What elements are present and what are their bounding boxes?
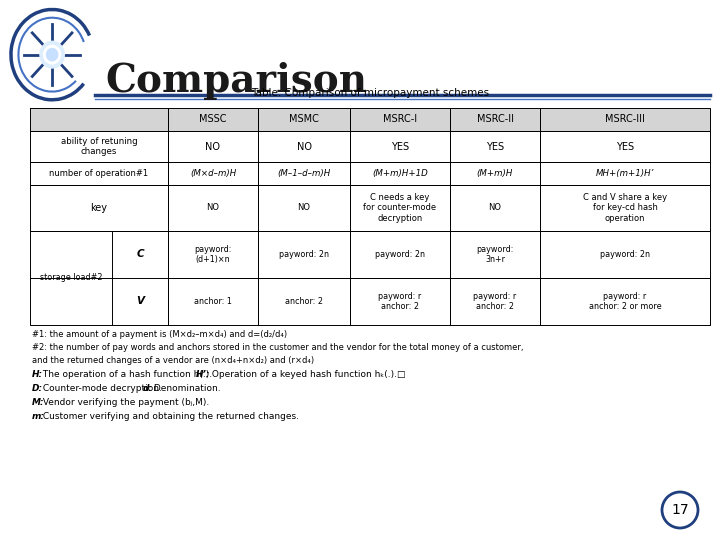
Circle shape xyxy=(40,41,64,68)
Text: MSSC: MSSC xyxy=(199,114,227,124)
Text: payword:
(d+1)×n: payword: (d+1)×n xyxy=(194,245,232,264)
Text: #1: the amount of a payment is (M×d₂–m×d₄) and d=(d₂/d₄): #1: the amount of a payment is (M×d₂–m×d… xyxy=(32,330,287,339)
Text: MSRC-III: MSRC-III xyxy=(605,114,645,124)
Text: Comparison: Comparison xyxy=(105,62,367,100)
Bar xyxy=(168,108,258,131)
Text: D:: D: xyxy=(32,384,43,393)
Text: MSRC-II: MSRC-II xyxy=(477,114,513,124)
Text: V: V xyxy=(136,296,144,306)
Text: d:: d: xyxy=(143,384,153,393)
Text: payword: 2n: payword: 2n xyxy=(279,249,329,259)
Text: Table. Comparison of micropayment schemes: Table. Comparison of micropayment scheme… xyxy=(251,88,489,98)
Bar xyxy=(450,108,540,131)
Bar xyxy=(30,108,168,131)
Circle shape xyxy=(47,49,58,61)
Text: NO: NO xyxy=(297,141,312,152)
Text: storage load#2: storage load#2 xyxy=(40,273,102,282)
Text: C needs a key
for counter-mode
decryption: C needs a key for counter-mode decryptio… xyxy=(364,193,436,222)
Bar xyxy=(350,108,450,131)
Text: payword: 2n: payword: 2n xyxy=(600,249,650,259)
Bar xyxy=(258,108,350,131)
Text: ability of retuning
changes: ability of retuning changes xyxy=(60,137,138,156)
Text: (M–1–d–m)H: (M–1–d–m)H xyxy=(277,169,330,178)
Text: payword: r
anchor: 2: payword: r anchor: 2 xyxy=(379,292,422,311)
Text: The operation of a hash function h(.).: The operation of a hash function h(.). xyxy=(40,370,218,379)
Text: #2: the number of pay words and anchors stored in the customer and the vendor fo: #2: the number of pay words and anchors … xyxy=(32,343,523,352)
Text: (M+m)H: (M+m)H xyxy=(477,169,513,178)
Text: payword: 2n: payword: 2n xyxy=(375,249,425,259)
Text: (M×d–m)H: (M×d–m)H xyxy=(190,169,236,178)
Text: M:: M: xyxy=(32,398,45,407)
Text: C: C xyxy=(136,249,144,259)
Text: anchor: 1: anchor: 1 xyxy=(194,297,232,306)
Text: MSMC: MSMC xyxy=(289,114,319,124)
Text: YES: YES xyxy=(391,141,409,152)
Text: number of operation#1: number of operation#1 xyxy=(50,169,148,178)
Text: C and V share a key
for key-cd hash
operation: C and V share a key for key-cd hash oper… xyxy=(583,193,667,222)
Text: Operation of a keyed hash function hₖ(.).□: Operation of a keyed hash function hₖ(.)… xyxy=(209,370,405,379)
Text: YES: YES xyxy=(616,141,634,152)
Text: H:: H: xyxy=(32,370,43,379)
Text: payword: r
anchor: 2 or more: payword: r anchor: 2 or more xyxy=(589,292,661,311)
Text: Denomination.: Denomination. xyxy=(151,384,221,393)
Text: NO: NO xyxy=(205,141,220,152)
Text: NO: NO xyxy=(207,204,220,212)
Text: (M+m)H+1D: (M+m)H+1D xyxy=(372,169,428,178)
Text: anchor: 2: anchor: 2 xyxy=(285,297,323,306)
Text: Counter-mode decryption.: Counter-mode decryption. xyxy=(40,384,168,393)
Circle shape xyxy=(662,492,698,528)
Text: MSRC-I: MSRC-I xyxy=(383,114,417,124)
Text: m:: m: xyxy=(32,412,45,421)
Text: payword: r
anchor: 2: payword: r anchor: 2 xyxy=(473,292,517,311)
Text: NO: NO xyxy=(488,204,502,212)
Text: key: key xyxy=(91,203,107,213)
Text: 17: 17 xyxy=(671,503,689,517)
Text: and the returned changes of a vendor are (n×d₄+n×d₂) and (r×d₄): and the returned changes of a vendor are… xyxy=(32,356,314,365)
Text: H’:: H’: xyxy=(196,370,211,379)
Text: Vendor verifying the payment (bⱼ,M).: Vendor verifying the payment (bⱼ,M). xyxy=(40,398,210,407)
Bar xyxy=(540,108,710,131)
Text: payword:
3n+r: payword: 3n+r xyxy=(477,245,513,264)
Text: NO: NO xyxy=(297,204,310,212)
Circle shape xyxy=(44,45,60,64)
Text: Customer verifying and obtaining the returned changes.: Customer verifying and obtaining the ret… xyxy=(40,412,300,421)
Text: MH+(m+1)H’: MH+(m+1)H’ xyxy=(596,169,654,178)
Text: YES: YES xyxy=(486,141,504,152)
